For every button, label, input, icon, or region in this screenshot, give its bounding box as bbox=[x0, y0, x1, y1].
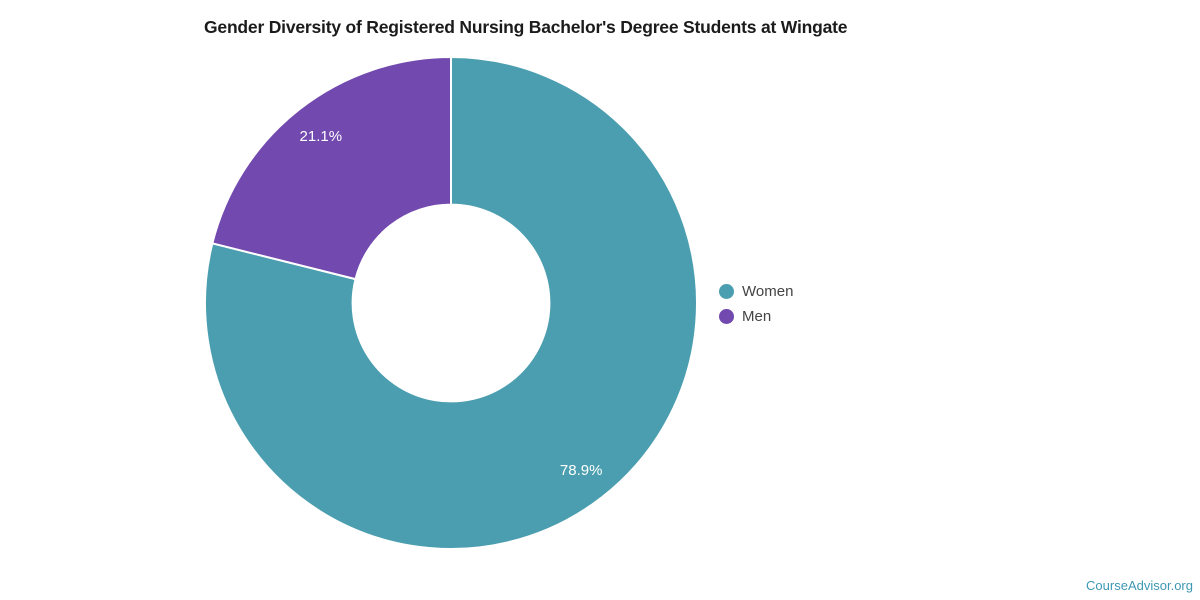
legend-swatch-icon bbox=[719, 309, 734, 324]
legend: Women Men bbox=[719, 282, 793, 326]
pie-slice-women[interactable] bbox=[204, 56, 698, 550]
legend-item-men[interactable]: Men bbox=[719, 307, 793, 326]
legend-swatch-icon bbox=[719, 284, 734, 299]
legend-item-women[interactable]: Women bbox=[719, 282, 793, 301]
courseadvisor-link[interactable]: CourseAdvisor.org bbox=[1086, 578, 1193, 593]
chart-title: Gender Diversity of Registered Nursing B… bbox=[204, 17, 848, 37]
legend-label: Men bbox=[742, 308, 772, 325]
pie-slice-men[interactable] bbox=[211, 56, 452, 281]
slice-label-women: 78.9% bbox=[560, 462, 603, 479]
slice-label-men: 21.1% bbox=[300, 128, 343, 145]
legend-label: Women bbox=[742, 283, 794, 300]
